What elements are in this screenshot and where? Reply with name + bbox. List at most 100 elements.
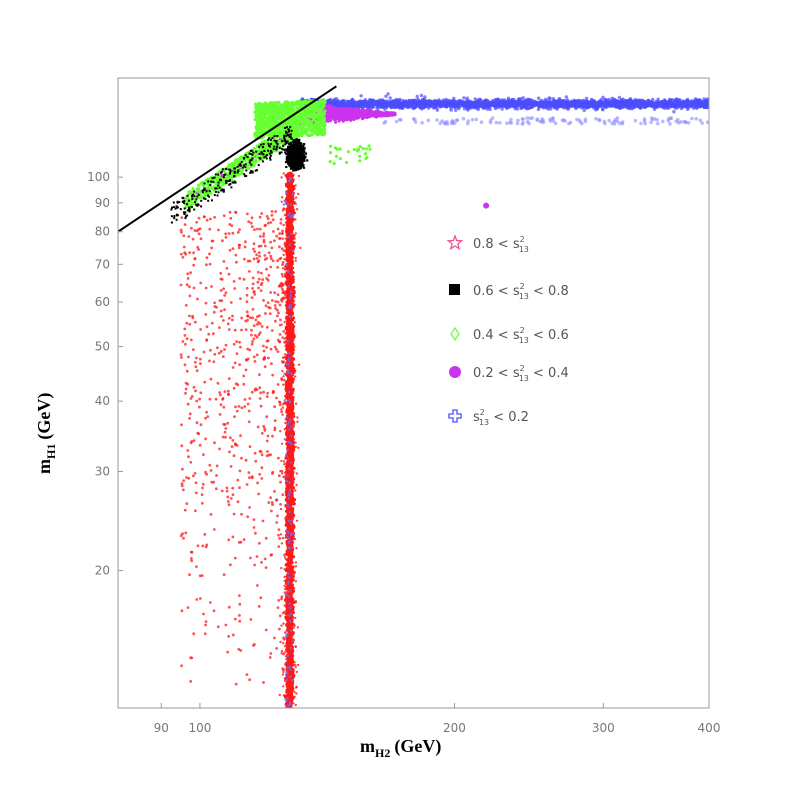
point-blue [291, 639, 294, 643]
point-red [188, 573, 191, 577]
point-red [284, 325, 288, 329]
point-red [284, 317, 288, 320]
point-red [255, 323, 259, 326]
point-red [199, 328, 203, 331]
point-red [243, 245, 247, 249]
point-red [232, 454, 236, 458]
point-red [226, 389, 230, 393]
point-red [220, 278, 224, 281]
point-red [190, 557, 193, 560]
point-red [279, 318, 282, 322]
point-red [208, 359, 211, 363]
point-red [289, 473, 292, 477]
point-blue [287, 270, 291, 273]
point-red [209, 217, 212, 221]
point-red [200, 493, 204, 496]
point-red [288, 328, 291, 331]
point-blue [289, 546, 292, 550]
point-red [195, 220, 199, 224]
point-red [212, 609, 216, 613]
point-red [260, 325, 264, 328]
point-red [286, 303, 290, 306]
point-blue [291, 679, 294, 682]
point-red [285, 419, 289, 422]
point-red [240, 406, 244, 410]
point-red [252, 518, 256, 521]
point-red [293, 571, 297, 574]
point-red [297, 663, 300, 667]
point-red [292, 438, 296, 441]
point-red [285, 252, 288, 256]
point-red [257, 492, 260, 496]
point-red [189, 338, 193, 342]
point-red [216, 346, 219, 350]
point-red [227, 328, 231, 331]
point-red [276, 350, 280, 353]
point-red [283, 631, 287, 634]
point-red [274, 319, 277, 323]
point-red [262, 390, 265, 394]
point-red [188, 285, 191, 289]
point-red [224, 435, 227, 439]
point-red [275, 647, 278, 650]
point-red [295, 685, 298, 689]
point-red [184, 387, 188, 391]
point-red [219, 403, 223, 407]
point-red [218, 391, 222, 394]
point-red [238, 594, 241, 597]
point-red [256, 227, 259, 231]
point-blue [290, 532, 293, 536]
point-red [280, 442, 284, 445]
point-red [274, 347, 278, 351]
point-red [217, 351, 221, 355]
point-red [238, 614, 241, 617]
point-red [286, 349, 290, 353]
point-red [281, 536, 285, 540]
point-red [181, 467, 184, 471]
point-red [260, 431, 264, 435]
point-red [213, 441, 216, 445]
point-red [233, 361, 237, 365]
point-red [266, 434, 270, 438]
point-blue [288, 481, 292, 485]
point-red [281, 237, 284, 240]
point-red [225, 266, 229, 270]
point-red [280, 200, 283, 203]
point-red [193, 257, 197, 260]
point-red [201, 482, 205, 486]
point-red [271, 259, 275, 263]
point-red [261, 278, 265, 281]
point-red [227, 503, 231, 507]
point-blue [286, 362, 290, 366]
point-red [284, 293, 287, 297]
point-red [263, 429, 267, 432]
point-red [284, 174, 287, 177]
point-red [239, 434, 242, 437]
point-red [252, 290, 256, 294]
point-red [216, 381, 220, 385]
point-red [292, 459, 296, 462]
point-red [295, 208, 299, 211]
point-red [255, 353, 259, 357]
point-red [194, 509, 197, 513]
point-red [292, 300, 296, 303]
point-red [187, 355, 190, 359]
point-red [198, 597, 202, 600]
point-red [204, 620, 208, 623]
point-red [227, 635, 231, 638]
point-red [291, 470, 295, 474]
point-red [263, 557, 267, 561]
point-red [200, 574, 204, 577]
point-red [288, 623, 291, 626]
point-red [283, 274, 287, 277]
point-red [180, 216, 184, 220]
point-red [258, 386, 262, 390]
point-red [280, 298, 283, 301]
point-blue [288, 620, 292, 623]
point-red [251, 340, 254, 343]
point-red [286, 683, 290, 687]
point-red [185, 502, 189, 505]
point-red [283, 353, 287, 356]
point-red [187, 476, 191, 480]
point-red [292, 348, 295, 352]
